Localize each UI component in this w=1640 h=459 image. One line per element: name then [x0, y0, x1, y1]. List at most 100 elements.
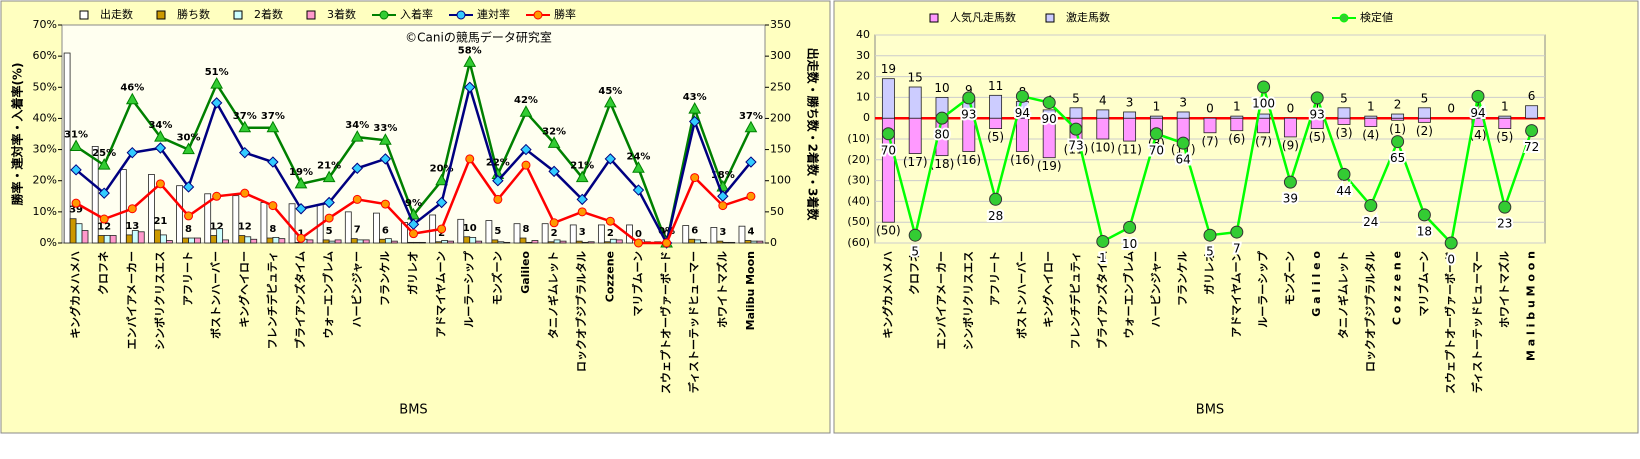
- marker: [154, 130, 167, 142]
- bar: [989, 94, 1003, 119]
- legend-swatch: [929, 13, 939, 23]
- data-label: 37%: [739, 111, 763, 122]
- data-label: 90: [1042, 112, 1057, 126]
- marker: [549, 218, 559, 228]
- bar: [356, 239, 364, 244]
- marker: [126, 146, 139, 159]
- data-label: 33%: [373, 123, 397, 134]
- marker: [210, 97, 223, 109]
- marker: [1176, 136, 1190, 150]
- data-label: 45%: [598, 86, 622, 97]
- bar: [176, 185, 183, 244]
- x-tick-label: スウェプトオーヴァーボード: [1443, 251, 1457, 394]
- data-label: 18: [1417, 224, 1432, 238]
- data-label: (17): [903, 155, 928, 169]
- y-tick-label: 30%: [33, 143, 57, 156]
- marker: [1391, 135, 1405, 149]
- data-label: 6: [1528, 89, 1536, 103]
- bar: [210, 235, 218, 244]
- marker: [718, 201, 728, 211]
- x-tick-label: エンパイアメーカー: [125, 251, 138, 349]
- marker: [295, 203, 307, 215]
- marker: [633, 238, 643, 248]
- marker: [1257, 80, 1271, 94]
- marker: [127, 204, 137, 214]
- legend-swatch: [79, 10, 89, 20]
- data-label: (10): [1090, 141, 1115, 155]
- data-label: 19: [881, 62, 896, 76]
- data-label: (5): [1496, 130, 1513, 144]
- data-label: 32%: [542, 126, 566, 137]
- bar: [244, 236, 252, 244]
- x-tick-label: ウォーエンブレム: [1122, 251, 1136, 338]
- marker: [1203, 228, 1217, 242]
- x-tick-label: ブライアンズタイム: [1095, 251, 1109, 349]
- data-label: 65: [1390, 151, 1405, 165]
- bar: [131, 230, 139, 244]
- bar: [250, 238, 258, 244]
- bar: [447, 240, 454, 244]
- data-label: 12: [238, 222, 252, 233]
- marker: [238, 120, 252, 133]
- marker: [962, 91, 976, 105]
- marker: [1471, 89, 1485, 103]
- data-label: 3: [1126, 95, 1134, 109]
- data-label: 42%: [514, 95, 538, 106]
- marker: [935, 111, 949, 125]
- bar: [441, 240, 448, 244]
- x-tick-label: Cozzene: [603, 251, 616, 302]
- marker: [688, 115, 701, 128]
- bar: [587, 241, 595, 244]
- marker: [746, 191, 756, 201]
- x-tick-label: ハービンジャー: [349, 251, 363, 327]
- data-label: 64: [1176, 153, 1191, 167]
- y2-tick-label: 50: [770, 205, 784, 218]
- y-tick-label: 50%: [33, 80, 57, 93]
- data-label: 1: [1233, 100, 1241, 114]
- x-tick-label: フレンチデピュティ: [265, 251, 279, 349]
- bar: [728, 241, 736, 244]
- bar: [908, 86, 922, 119]
- marker: [744, 120, 758, 133]
- bar: [463, 236, 471, 244]
- data-label: (3): [1336, 126, 1353, 140]
- bar: [435, 241, 443, 244]
- data-label: 11: [988, 79, 1003, 93]
- x-axis-label: BMS: [1196, 403, 1224, 418]
- bar: [615, 239, 623, 244]
- marker: [575, 170, 589, 183]
- data-label: 4: [747, 227, 754, 238]
- data-label: 94: [1470, 106, 1485, 120]
- data-label: (11): [1117, 143, 1142, 157]
- bar: [716, 240, 724, 244]
- data-label: (16): [1010, 153, 1035, 167]
- marker: [154, 142, 167, 154]
- data-label: 2: [1394, 98, 1402, 112]
- data-label: 70: [1149, 143, 1164, 157]
- bar: [597, 224, 605, 244]
- bar: [485, 220, 493, 244]
- data-label: 58%: [458, 45, 482, 56]
- marker: [1123, 220, 1137, 234]
- marker: [688, 102, 702, 114]
- data-label: 5: [1072, 91, 1080, 105]
- data-label: (7): [1202, 134, 1219, 148]
- bar: [1498, 117, 1512, 129]
- data-label: (7): [1255, 134, 1272, 148]
- data-label: 21%: [317, 161, 341, 172]
- marker: [520, 143, 532, 156]
- bar: [407, 241, 414, 244]
- x-tick-label: キングカメハメハ: [880, 251, 894, 339]
- marker: [1310, 91, 1324, 105]
- x-tick-label: シンボリクリスエス: [961, 251, 975, 350]
- bar: [75, 223, 83, 244]
- marker: [1417, 208, 1431, 222]
- marker: [493, 194, 503, 204]
- x-tick-label: ホワイトマズル: [715, 251, 729, 328]
- legend-label: 3着数: [327, 7, 356, 21]
- bar: [379, 238, 386, 244]
- legend-label: 勝ち数: [177, 7, 210, 21]
- bar: [559, 240, 567, 244]
- bar: [81, 230, 89, 244]
- data-label: 10: [463, 223, 477, 234]
